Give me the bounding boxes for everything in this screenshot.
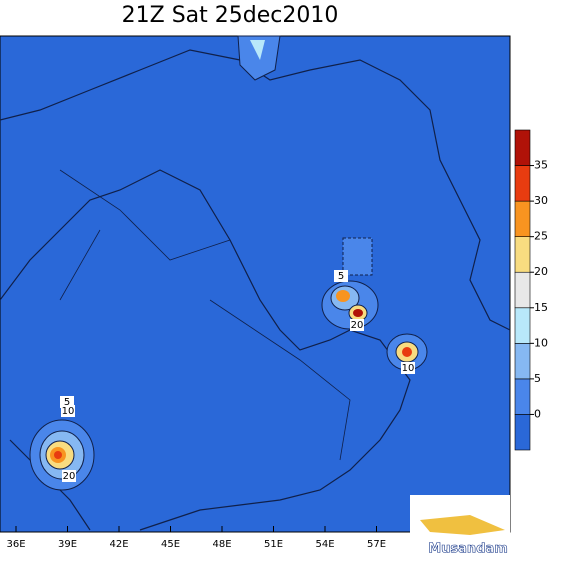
title: 21Z Sat 25dec2010 [122,3,339,28]
colorbar-label: 0 [534,407,541,420]
x-tick-label: 57E [367,539,386,550]
colorbar-label: 5 [534,372,541,385]
coastline [0,169,411,531]
x-tick-label: 54E [315,539,334,550]
contour-label-bg [350,319,364,331]
colorbar: 0 5 10 15 20 25 30 35 [514,129,548,451]
colorbar-segment [514,236,531,273]
x-tick-label: 36E [6,539,25,550]
colorbar-label: 20 [534,265,548,278]
contour-label: 20 [351,320,364,331]
logo: Musandam [410,495,510,561]
colorbar-segment [514,378,531,415]
colorbar-segment [514,200,531,237]
contour-label: 5 [64,397,70,408]
contour-label: 10 [62,406,75,417]
colorbar-label: 10 [534,336,548,349]
x-tick-label: 51E [264,539,283,550]
contour-label-bg [61,405,75,417]
colorbar-segment [514,343,531,380]
border [59,169,351,461]
shading [250,40,265,60]
x-tick-label: 45E [161,539,180,550]
x-axis: 36E 39E 42E 45E 48E 51E 54E 57E [6,526,386,550]
colorbar-segment [514,165,531,202]
colorbar-segment [514,414,531,451]
blob [29,419,95,491]
logo-graphic [420,515,505,535]
contour-label-bg [62,470,76,482]
contour-label: 10 [402,363,415,374]
colorbar-segment [514,271,531,309]
x-tick-label: 42E [109,539,128,550]
contour-label: 20 [63,471,76,482]
colorbar-label: 25 [534,230,548,243]
contour-label-bg [401,362,415,374]
x-tick-label: 39E [58,539,77,550]
blob [386,333,428,371]
colorbar-segment [514,307,531,344]
coastline [0,49,511,331]
colorbar-label: 30 [534,194,548,207]
contour-label-bg [334,270,348,282]
shading [342,237,373,276]
x-tick-label: 48E [212,539,231,550]
blob [321,280,379,330]
colorbar-label: 35 [534,159,548,172]
logo-text: Musandam [428,542,508,557]
contour-label: 5 [338,271,344,282]
colorbar-segment [514,129,531,166]
colorbar-label: 15 [534,301,548,314]
